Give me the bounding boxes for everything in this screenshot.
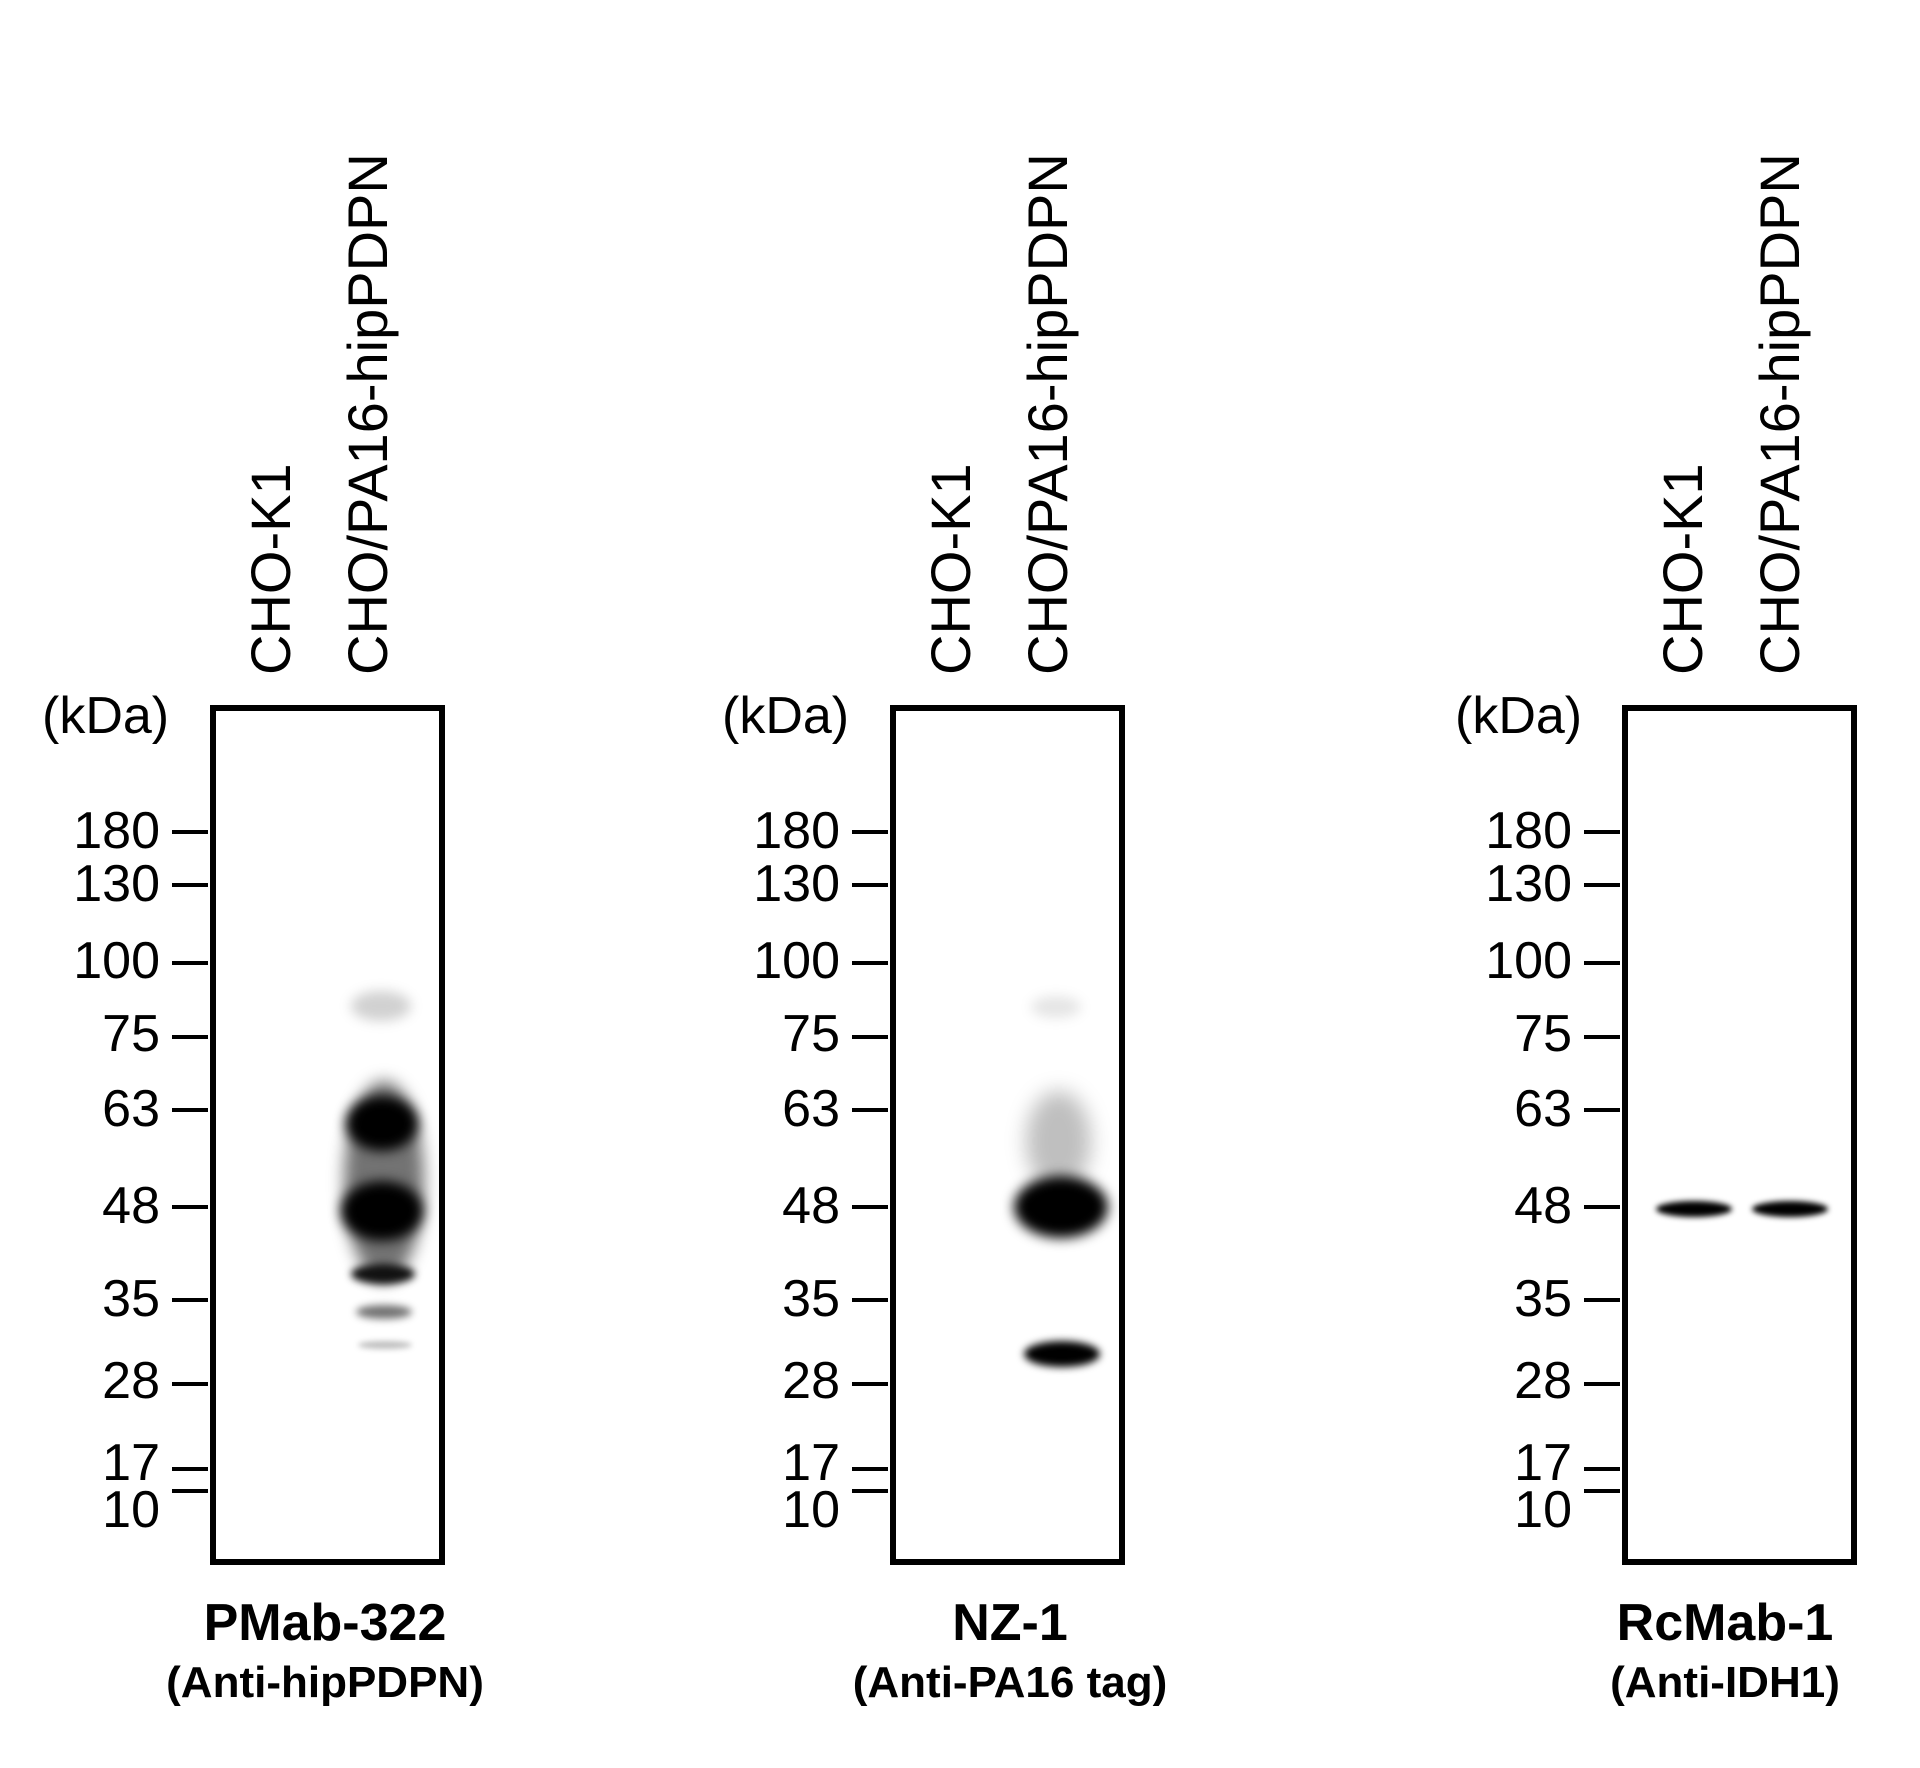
marker-tick-75 (1584, 1035, 1620, 1039)
marker-label-100: 100 (1485, 932, 1572, 990)
marker-tick-35 (852, 1298, 888, 1302)
marker-label-130: 130 (73, 855, 160, 913)
lane-label-cho-k1: CHO-K1 (239, 463, 302, 675)
band-lane2-48kda (1014, 1176, 1108, 1238)
marker-tick-100 (852, 961, 888, 965)
marker-label-35: 35 (782, 1270, 840, 1328)
blot-membrane (1622, 705, 1857, 1565)
band-lane2-63kda (346, 1096, 418, 1151)
marker-label-48: 48 (102, 1177, 160, 1235)
lane-label-cho-pa16-hippdpn: CHO/PA16-hipPDPN (1016, 153, 1079, 675)
band-lane2-33kda (356, 1305, 412, 1319)
band-lane2-30kda (1024, 1341, 1100, 1367)
lane-label-cho-pa16-hippdpn: CHO/PA16-hipPDPN (336, 153, 399, 675)
marker-label-35: 35 (102, 1270, 160, 1328)
marker-tick-17 (1584, 1467, 1620, 1471)
marker-label-63: 63 (782, 1080, 840, 1138)
marker-label-35: 35 (1514, 1270, 1572, 1328)
marker-tick-100 (1584, 961, 1620, 965)
marker-tick-10 (172, 1489, 208, 1493)
band-lane2-faint-high (1031, 996, 1081, 1018)
marker-label-10: 10 (782, 1481, 840, 1539)
marker-tick-28 (172, 1382, 208, 1386)
marker-tick-63 (172, 1108, 208, 1112)
band-lane2-38kda (351, 1264, 415, 1284)
band-lane2-smear (1026, 1091, 1091, 1191)
marker-tick-180 (852, 830, 888, 834)
marker-label-75: 75 (782, 1005, 840, 1063)
marker-tick-180 (1584, 830, 1620, 834)
band-lane2-48kda (1752, 1201, 1828, 1217)
kda-unit-label: (kDa) (722, 687, 850, 745)
marker-label-28: 28 (782, 1352, 840, 1410)
marker-label-130: 130 (1485, 855, 1572, 913)
kda-unit-label: (kDa) (1455, 687, 1583, 745)
marker-label-10: 10 (1514, 1481, 1572, 1539)
antibody-target: (Anti-IDH1) (1610, 1658, 1840, 1707)
marker-label-48: 48 (1514, 1177, 1572, 1235)
blot-membrane (210, 705, 445, 1565)
marker-tick-17 (172, 1467, 208, 1471)
marker-label-63: 63 (1514, 1080, 1572, 1138)
marker-label-130: 130 (753, 855, 840, 913)
marker-label-75: 75 (102, 1005, 160, 1063)
lane-label-cho-k1: CHO-K1 (1651, 463, 1714, 675)
marker-tick-17 (852, 1467, 888, 1471)
blot-panel-3: CHO-K1 CHO/PA16-hipPDPN (kDa) 180 130 10… (1280, 0, 1920, 1768)
marker-tick-130 (852, 883, 888, 887)
band-lane2-48kda (341, 1181, 423, 1241)
marker-label-75: 75 (1514, 1005, 1572, 1063)
marker-label-100: 100 (73, 932, 160, 990)
antibody-name: NZ-1 (952, 1594, 1068, 1652)
marker-label-180: 180 (73, 802, 160, 860)
antibody-target: (Anti-PA16 tag) (852, 1658, 1168, 1707)
marker-tick-63 (852, 1108, 888, 1112)
lane-label-cho-k1: CHO-K1 (919, 463, 982, 675)
marker-label-17: 17 (782, 1434, 840, 1492)
marker-tick-35 (1584, 1298, 1620, 1302)
antibody-name: RcMab-1 (1616, 1594, 1834, 1652)
marker-tick-35 (172, 1298, 208, 1302)
marker-tick-48 (1584, 1205, 1620, 1209)
marker-tick-10 (852, 1489, 888, 1493)
kda-unit-label: (kDa) (42, 687, 170, 745)
blot-panel-2: CHO-K1 CHO/PA16-hipPDPN (kDa) 180 130 10… (640, 0, 1280, 1768)
marker-label-17: 17 (1514, 1434, 1572, 1492)
band-lane2-faint-high (351, 991, 411, 1021)
marker-tick-28 (1584, 1382, 1620, 1386)
marker-tick-130 (172, 883, 208, 887)
marker-tick-48 (852, 1205, 888, 1209)
marker-label-180: 180 (753, 802, 840, 860)
antibody-name: PMab-322 (203, 1594, 447, 1652)
lane-label-cho-pa16-hippdpn: CHO/PA16-hipPDPN (1748, 153, 1811, 675)
marker-tick-63 (1584, 1108, 1620, 1112)
marker-tick-48 (172, 1205, 208, 1209)
marker-tick-75 (172, 1035, 208, 1039)
marker-label-100: 100 (753, 932, 840, 990)
marker-tick-10 (1584, 1489, 1620, 1493)
marker-tick-180 (172, 830, 208, 834)
marker-tick-100 (172, 961, 208, 965)
marker-label-17: 17 (102, 1434, 160, 1492)
band-lane2-30kda (358, 1341, 412, 1349)
marker-tick-130 (1584, 883, 1620, 887)
band-lane1-48kda (1656, 1201, 1732, 1217)
marker-label-28: 28 (1514, 1352, 1572, 1410)
marker-label-48: 48 (782, 1177, 840, 1235)
blot-panel-1: CHO-K1 CHO/PA16-hipPDPN (kDa) 180 130 10… (0, 0, 640, 1768)
antibody-target: (Anti-hipPDPN) (166, 1658, 484, 1707)
marker-label-63: 63 (102, 1080, 160, 1138)
marker-label-180: 180 (1485, 802, 1572, 860)
marker-tick-28 (852, 1382, 888, 1386)
marker-label-10: 10 (102, 1481, 160, 1539)
marker-tick-75 (852, 1035, 888, 1039)
marker-label-28: 28 (102, 1352, 160, 1410)
blot-membrane (890, 705, 1125, 1565)
